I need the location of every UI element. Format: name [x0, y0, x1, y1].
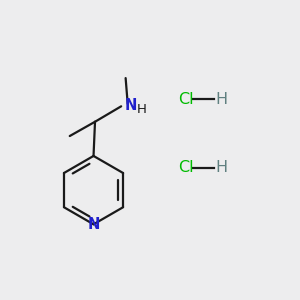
Text: H: H [137, 103, 147, 116]
Text: H: H [215, 160, 227, 175]
Text: Cl: Cl [178, 160, 194, 175]
Text: N: N [87, 217, 100, 232]
Text: N: N [125, 98, 137, 113]
Text: H: H [215, 92, 227, 107]
Text: Cl: Cl [178, 92, 194, 107]
